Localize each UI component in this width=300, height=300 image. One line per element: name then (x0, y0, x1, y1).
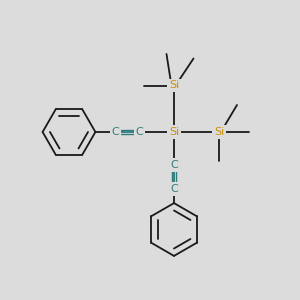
Text: Si: Si (214, 127, 224, 137)
Text: C: C (170, 160, 178, 170)
Text: C: C (136, 127, 143, 137)
Text: Si: Si (169, 80, 179, 91)
Text: Si: Si (169, 127, 179, 137)
Text: C: C (170, 184, 178, 194)
Text: C: C (112, 127, 119, 137)
